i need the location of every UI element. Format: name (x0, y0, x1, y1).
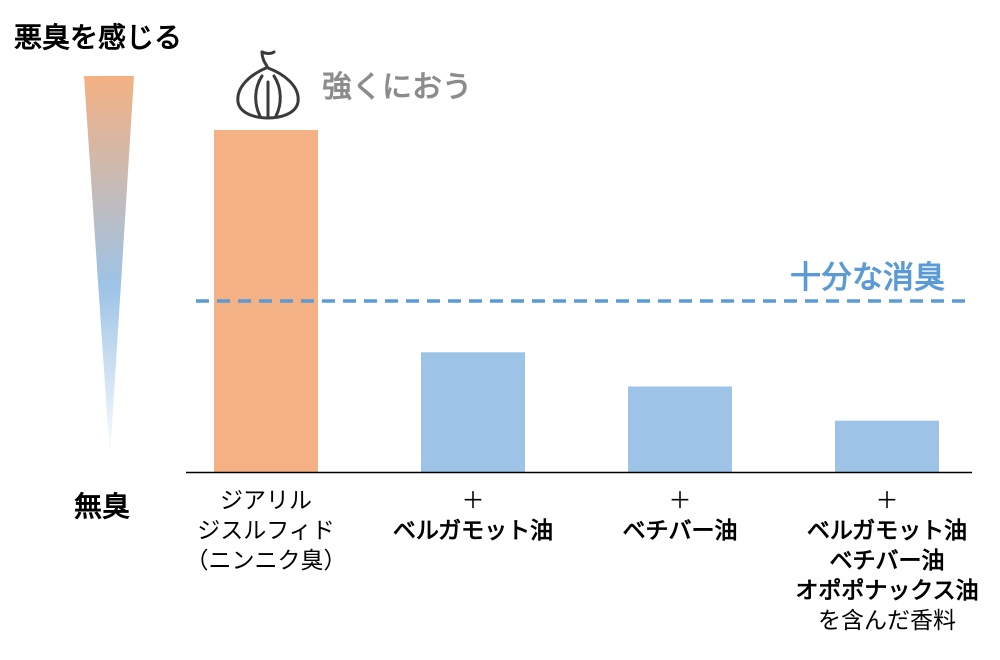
category-text-line: ジアリル (220, 488, 312, 514)
bar-4 (835, 420, 939, 472)
bar-3 (628, 386, 732, 472)
category-plus-sign: ＋ (875, 488, 899, 514)
category-text-line: ベチバー油 (829, 548, 945, 574)
category-plus-sign: ＋ (668, 488, 692, 514)
category-label-2: ＋ ベルガモット油 (373, 486, 573, 546)
peak-label: 強くにおう (322, 70, 472, 105)
y-axis-top-label: 悪臭を感じる (14, 21, 183, 54)
category-label-3: ＋ ベチバー油 (580, 486, 780, 546)
category-label-4: ＋ ベルガモット油 ベチバー油オポポナックス油 を含んだ香料 (787, 486, 987, 636)
garlic-icon (236, 50, 300, 120)
category-plus-sign: ＋ (461, 488, 485, 514)
category-text-line: ジスルフィド (197, 518, 335, 544)
threshold-label: 十分な消臭 (790, 260, 945, 296)
category-text-line: ベルガモット油 (392, 518, 554, 544)
category-text-line: オポポナックス油 (795, 578, 979, 604)
category-label-1: ジアリルジスルフィド （ニンニク臭） (166, 486, 366, 576)
y-axis-bottom-label: 無臭 (74, 490, 131, 523)
category-text-line: （ニンニク臭） (185, 548, 347, 574)
category-text-line: を含んだ香料 (818, 608, 956, 634)
category-text-line: ベルガモット油 (806, 518, 968, 544)
bar-2 (421, 352, 525, 472)
odor-intensity-wedge (84, 76, 134, 458)
category-text-line: ベチバー油 (622, 518, 738, 544)
